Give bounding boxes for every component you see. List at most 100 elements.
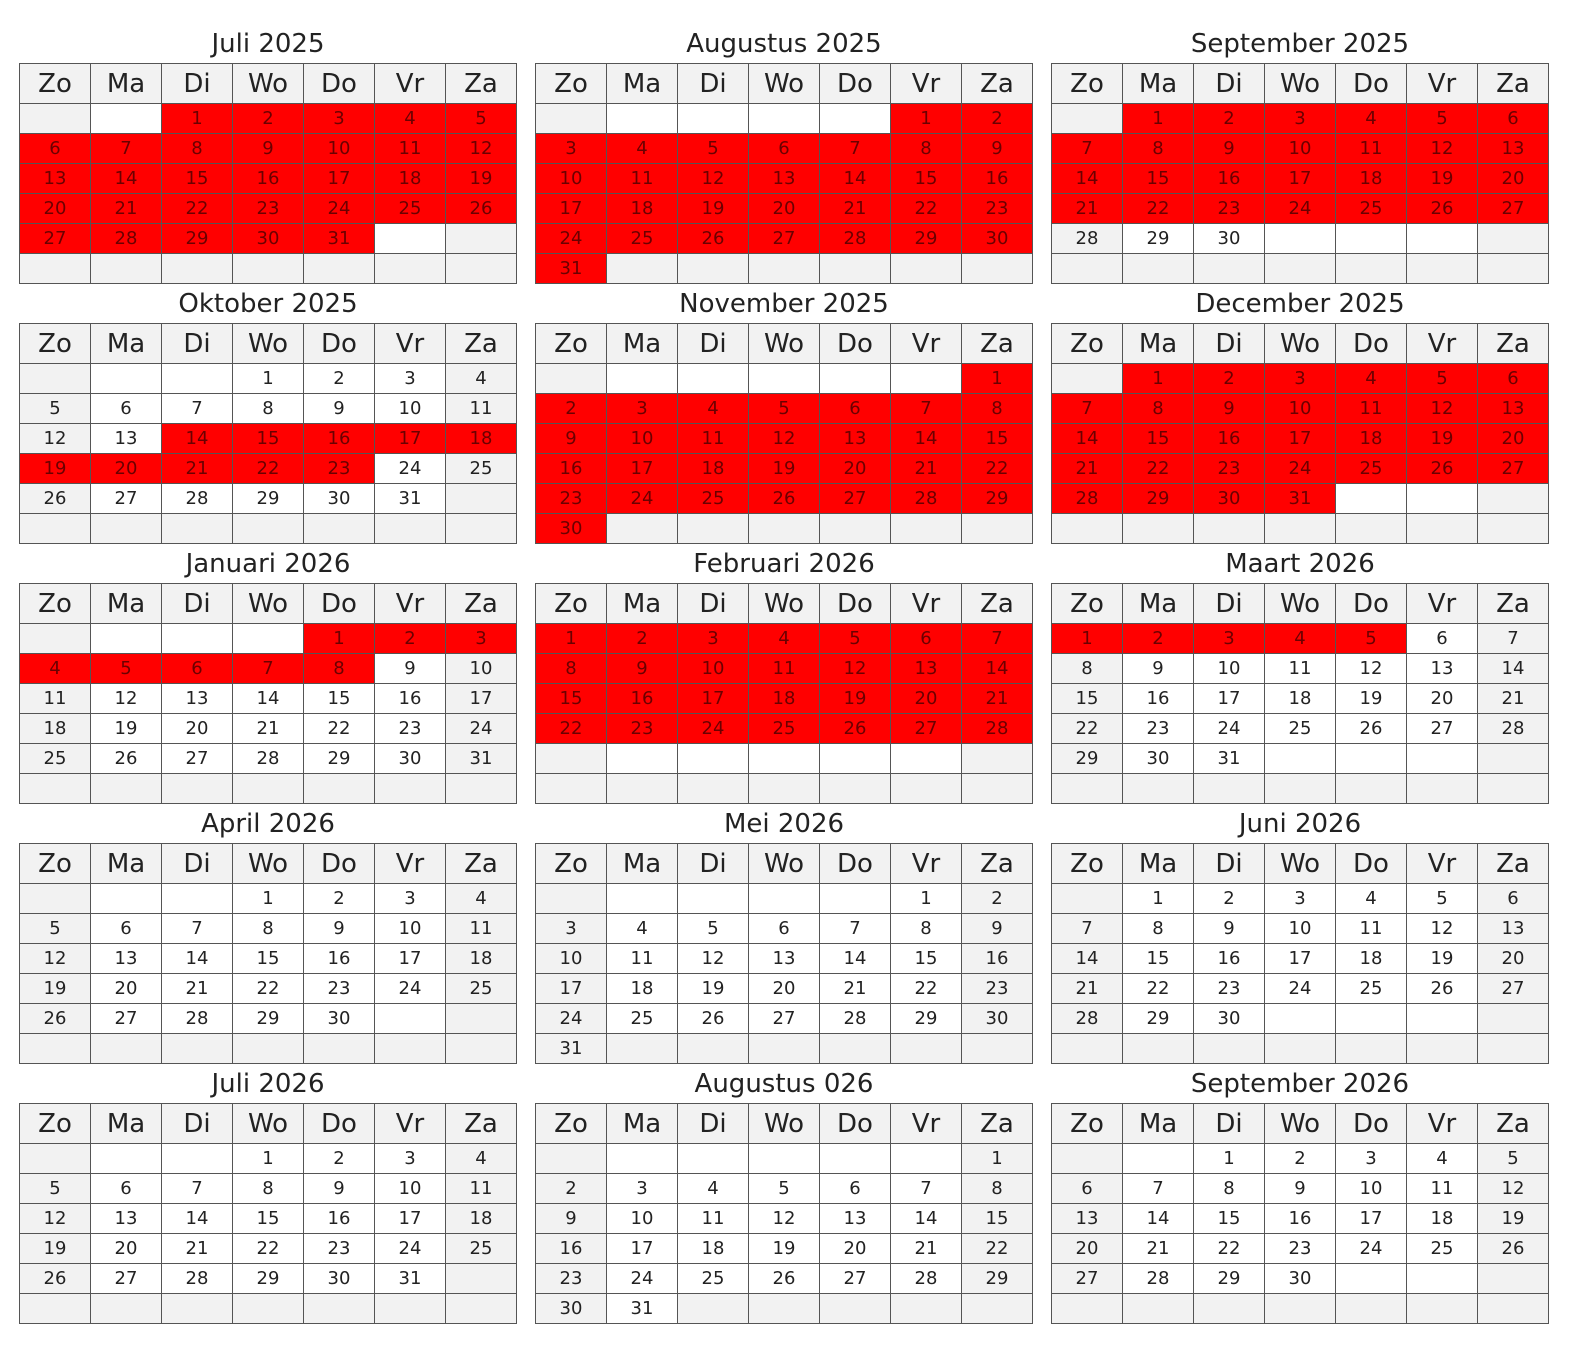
day-cell: 21 bbox=[1122, 1233, 1194, 1264]
weekday-header: Di bbox=[677, 583, 749, 624]
day-cell: 14 bbox=[161, 423, 233, 454]
week-row bbox=[1051, 253, 1549, 284]
weekday-header: Vr bbox=[890, 583, 962, 624]
empty-cell bbox=[677, 253, 749, 284]
day-cell: 30 bbox=[1193, 483, 1265, 514]
day-cell: 20 bbox=[1051, 1233, 1123, 1264]
day-cell: 9 bbox=[961, 133, 1033, 164]
month-table: Zo Ma Di Wo Do Vr Za 1 2 3 4 5 6 7 8 9 10 11 12 13 14 15 16 17 1… bbox=[535, 843, 1033, 1064]
week-row bbox=[19, 253, 517, 284]
empty-cell bbox=[1264, 513, 1336, 544]
empty-cell bbox=[374, 223, 446, 254]
week-row: 8 9 10 11 12 13 14 bbox=[535, 653, 1033, 684]
day-cell: 19 bbox=[748, 453, 820, 484]
day-cell: 12 bbox=[677, 943, 749, 974]
day-cell: 17 bbox=[1264, 423, 1336, 454]
day-cell: 28 bbox=[1122, 1263, 1194, 1294]
day-cell: 24 bbox=[303, 193, 375, 224]
month-table: Zo Ma Di Wo Do Vr Za 1 2 3 4 5 6 7 8 9 10 11 12 13 14 15 16 17 1… bbox=[19, 843, 517, 1064]
empty-cell bbox=[1335, 773, 1407, 804]
week-row: 4 5 6 7 8 9 10 bbox=[19, 653, 517, 684]
day-cell: 13 bbox=[1477, 913, 1549, 944]
month-title: December 2025 bbox=[1195, 289, 1405, 319]
day-cell: 28 bbox=[232, 743, 304, 774]
day-cell: 5 bbox=[19, 913, 91, 944]
week-row: 8 9 10 11 12 13 14 bbox=[1051, 653, 1549, 684]
day-cell: 10 bbox=[535, 163, 607, 194]
weekday-header: Ma bbox=[1122, 1103, 1194, 1144]
day-cell: 20 bbox=[1406, 683, 1478, 714]
day-cell: 10 bbox=[1264, 133, 1336, 164]
day-cell: 1 bbox=[535, 623, 607, 654]
day-cell: 25 bbox=[445, 973, 517, 1004]
day-cell: 18 bbox=[748, 683, 820, 714]
day-cell: 23 bbox=[606, 713, 678, 744]
day-cell: 25 bbox=[1335, 453, 1407, 484]
empty-cell bbox=[1406, 1263, 1478, 1294]
day-cell: 13 bbox=[748, 163, 820, 194]
weekday-header: Wo bbox=[232, 843, 304, 884]
empty-cell bbox=[1264, 1293, 1336, 1324]
weekday-header: Wo bbox=[232, 583, 304, 624]
empty-cell bbox=[1406, 483, 1478, 514]
day-cell: 26 bbox=[1335, 713, 1407, 744]
weekday-header: Za bbox=[961, 843, 1033, 884]
day-cell: 29 bbox=[1193, 1263, 1265, 1294]
month-table: Zo Ma Di Wo Do Vr Za 1 2 3 4 5 6 7 8 9 10 11 12 13 14 15 16 17 1… bbox=[1051, 583, 1549, 804]
day-cell: 17 bbox=[374, 1203, 446, 1234]
day-cell: 21 bbox=[890, 453, 962, 484]
day-cell: 11 bbox=[606, 163, 678, 194]
day-cell: 22 bbox=[1051, 713, 1123, 744]
day-cell: 19 bbox=[19, 453, 91, 484]
empty-cell bbox=[890, 1143, 962, 1174]
day-cell: 6 bbox=[748, 133, 820, 164]
week-row: 19 20 21 22 23 24 25 bbox=[19, 973, 517, 1004]
week-row: 24 25 26 27 28 29 30 bbox=[535, 223, 1033, 254]
month-title: Juli 2026 bbox=[211, 1069, 325, 1099]
week-row: 10 11 12 13 14 15 16 bbox=[535, 163, 1033, 194]
day-cell: 11 bbox=[445, 1173, 517, 1204]
day-cell: 29 bbox=[232, 483, 304, 514]
empty-cell bbox=[1477, 1263, 1549, 1294]
day-cell: 10 bbox=[535, 943, 607, 974]
day-cell: 9 bbox=[1193, 133, 1265, 164]
day-cell: 8 bbox=[1122, 133, 1194, 164]
day-cell: 15 bbox=[232, 1203, 304, 1234]
day-cell: 12 bbox=[1406, 393, 1478, 424]
day-cell: 11 bbox=[1406, 1173, 1478, 1204]
day-cell: 12 bbox=[90, 683, 162, 714]
day-cell: 18 bbox=[1264, 683, 1336, 714]
empty-cell bbox=[677, 1033, 749, 1064]
weekday-header: Zo bbox=[19, 63, 91, 104]
week-row: 9 10 11 12 13 14 15 bbox=[535, 1203, 1033, 1234]
day-cell: 30 bbox=[961, 1003, 1033, 1034]
empty-cell bbox=[1264, 1003, 1336, 1034]
day-cell: 25 bbox=[677, 483, 749, 514]
day-cell: 20 bbox=[748, 193, 820, 224]
day-cell: 2 bbox=[232, 103, 304, 134]
day-cell: 15 bbox=[890, 163, 962, 194]
empty-cell bbox=[374, 773, 446, 804]
day-cell: 22 bbox=[161, 193, 233, 224]
day-cell: 22 bbox=[890, 973, 962, 1004]
empty-cell bbox=[677, 883, 749, 914]
day-cell: 28 bbox=[1051, 1003, 1123, 1034]
day-cell: 9 bbox=[535, 1203, 607, 1234]
day-cell: 10 bbox=[677, 653, 749, 684]
month-calendar: Juli 2026 Zo Ma Di Wo Do Vr Za 1 2 3 4 5 6 7 8 9 10 11 12 13… bbox=[19, 1065, 517, 1324]
day-cell: 16 bbox=[303, 943, 375, 974]
day-cell: 20 bbox=[819, 453, 891, 484]
day-cell: 1 bbox=[232, 1143, 304, 1174]
day-cell: 31 bbox=[1193, 743, 1265, 774]
day-cell: 2 bbox=[303, 1143, 375, 1174]
day-cell: 16 bbox=[303, 1203, 375, 1234]
weekday-header: Ma bbox=[1122, 63, 1194, 104]
month-calendar: Juli 2025 Zo Ma Di Wo Do Vr Za 1 2 3 4 5 6 7 8 9 10 11 12 13… bbox=[19, 25, 517, 284]
day-cell: 24 bbox=[677, 713, 749, 744]
empty-cell bbox=[303, 513, 375, 544]
day-cell: 6 bbox=[90, 1173, 162, 1204]
day-cell: 20 bbox=[90, 1233, 162, 1264]
day-cell: 1 bbox=[161, 103, 233, 134]
